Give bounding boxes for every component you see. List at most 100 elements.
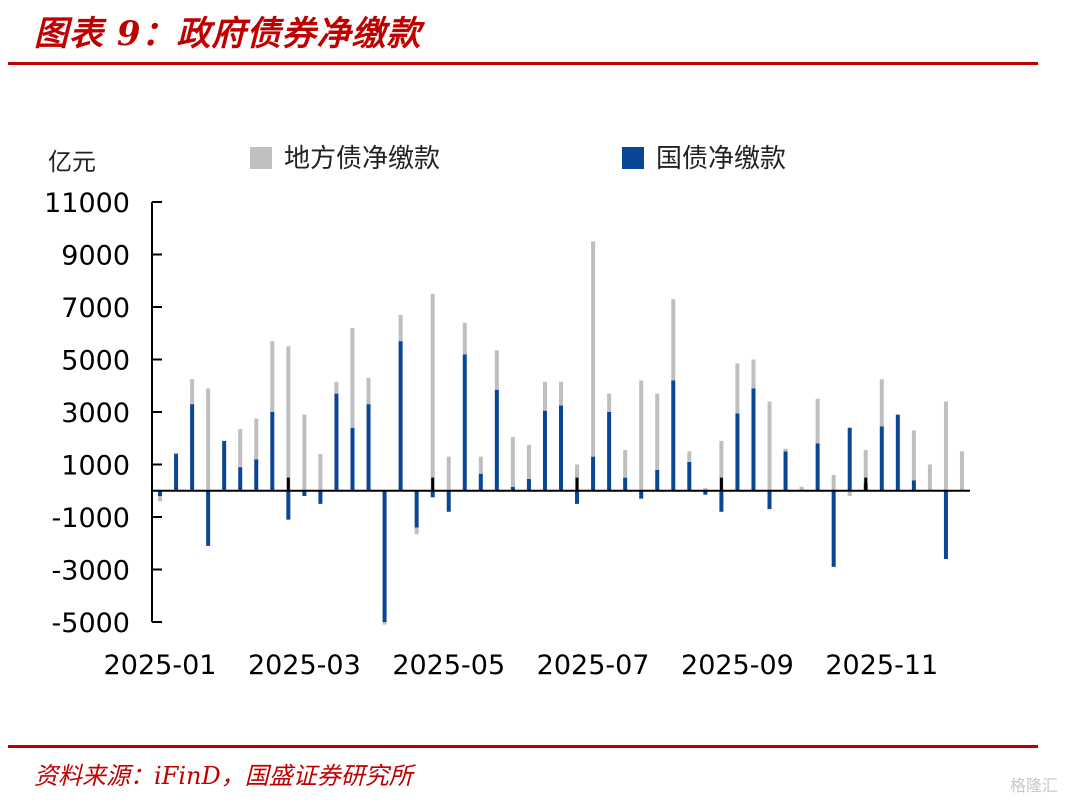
y-tick-label: 3000 bbox=[61, 398, 130, 429]
local-bond-bar bbox=[735, 363, 740, 414]
y-unit-label: 亿元 bbox=[48, 148, 96, 176]
local-bond-bar bbox=[799, 486, 804, 491]
treasury-bar bbox=[783, 451, 788, 491]
treasury-bar bbox=[350, 427, 355, 491]
treasury-bar bbox=[254, 459, 259, 491]
local-bond-bar bbox=[847, 490, 852, 496]
total-marker bbox=[575, 477, 579, 491]
local-bond-bar bbox=[350, 328, 355, 428]
legend-swatch bbox=[250, 147, 272, 169]
local-bond-bar bbox=[270, 341, 275, 412]
watermark-logo: 格隆汇 bbox=[1009, 776, 1058, 795]
treasury-bar bbox=[222, 440, 227, 491]
treasury-bar bbox=[366, 404, 371, 491]
x-tick-label: 2025-03 bbox=[248, 650, 361, 681]
y-tick-label: 1000 bbox=[61, 451, 130, 482]
local-bond-bar bbox=[206, 388, 211, 491]
x-tick-label: 2025-11 bbox=[825, 650, 938, 681]
y-tick-label: -5000 bbox=[52, 608, 130, 639]
local-bond-bar bbox=[398, 314, 403, 342]
local-bond-bar bbox=[767, 401, 772, 491]
local-bond-bar bbox=[623, 450, 628, 478]
treasury-bar bbox=[302, 490, 307, 496]
legend-label: 国债净缴款 bbox=[656, 144, 786, 174]
local-bond-bar bbox=[430, 293, 435, 491]
local-bond-bar bbox=[414, 527, 419, 535]
treasury-bar bbox=[895, 414, 900, 491]
treasury-bar bbox=[591, 456, 596, 491]
treasury-bar bbox=[382, 490, 387, 622]
local-bond-bar bbox=[879, 379, 884, 427]
legend-label: 地方债净缴款 bbox=[284, 144, 440, 174]
legend-swatch bbox=[622, 147, 644, 169]
treasury-bar bbox=[478, 473, 483, 491]
local-bond-bar bbox=[927, 464, 932, 491]
local-bond-bar bbox=[510, 436, 515, 487]
treasury-bar bbox=[270, 412, 275, 491]
treasury-bar bbox=[430, 490, 435, 498]
x-axis: 2025-01 2025-03 2025-05 2025-07 2025-09 2025-… bbox=[104, 489, 970, 681]
local-bond-bar bbox=[607, 393, 612, 412]
bar-series bbox=[158, 241, 964, 625]
treasury-bar bbox=[414, 490, 419, 528]
y-tick-label: -1000 bbox=[52, 503, 130, 534]
local-bond-bar bbox=[671, 299, 676, 381]
treasury-bar bbox=[190, 404, 195, 491]
total-marker bbox=[719, 477, 723, 491]
x-tick-label: 2025-09 bbox=[681, 650, 794, 681]
figure-title: 图表 9：政府债券净缴款 bbox=[34, 14, 422, 54]
y-tick-label: 11000 bbox=[44, 188, 130, 219]
x-tick-label: 2025-05 bbox=[392, 650, 505, 681]
x-tick-label: 2025-07 bbox=[537, 650, 650, 681]
local-bond-bar bbox=[462, 322, 467, 355]
treasury-bar bbox=[334, 393, 339, 491]
treasury-bar bbox=[943, 490, 948, 559]
local-bond-bar bbox=[286, 346, 291, 491]
local-bond-bar bbox=[382, 622, 387, 625]
title-rule bbox=[8, 62, 1038, 65]
total-marker bbox=[286, 477, 290, 491]
local-bond-bar bbox=[831, 475, 836, 491]
local-bond-bar bbox=[526, 444, 531, 479]
treasury-bar bbox=[911, 480, 916, 491]
local-bond-bar bbox=[719, 440, 724, 491]
treasury-bar bbox=[206, 490, 211, 546]
treasury-bar bbox=[751, 388, 756, 491]
treasury-bar bbox=[767, 490, 772, 510]
local-bond-bar bbox=[158, 496, 163, 502]
treasury-bar bbox=[639, 490, 644, 499]
local-bond-bar bbox=[943, 401, 948, 491]
local-bond-bar bbox=[302, 414, 307, 491]
treasury-bar bbox=[559, 405, 563, 491]
local-bond-bar bbox=[911, 430, 916, 481]
treasury-bar bbox=[462, 354, 467, 491]
local-bond-bar bbox=[494, 350, 499, 390]
local-bond-bar bbox=[334, 381, 339, 394]
treasury-bar bbox=[671, 380, 676, 491]
treasury-bar bbox=[494, 389, 499, 491]
chart-legend: 亿元 地方债净缴款 国债净缴款 bbox=[48, 144, 786, 176]
treasury-bar bbox=[510, 486, 515, 491]
local-bond-bar bbox=[174, 452, 179, 454]
total-marker bbox=[431, 477, 435, 491]
treasury-bar bbox=[831, 490, 836, 567]
y-tick-label: -3000 bbox=[52, 556, 130, 587]
treasury-bar bbox=[542, 410, 547, 491]
treasury-bar bbox=[815, 443, 820, 491]
local-bond-bar bbox=[655, 393, 660, 470]
local-bond-bar bbox=[478, 456, 483, 474]
bar-chart: 亿元 地方债净缴款 国债净缴款 11000 9000 7000 5000 3000 1000 -… bbox=[44, 144, 970, 681]
y-tick-label: 7000 bbox=[61, 293, 130, 324]
x-tick-label: 2025-01 bbox=[104, 650, 217, 681]
local-bond-bar bbox=[639, 380, 644, 491]
treasury-bar bbox=[687, 461, 692, 491]
treasury-bar bbox=[703, 490, 708, 495]
local-bond-bar bbox=[751, 359, 756, 389]
y-axis: 11000 9000 7000 5000 3000 1000 -1000 -3000 -5000 bbox=[44, 188, 162, 639]
treasury-bar bbox=[526, 478, 531, 491]
local-bond-bar bbox=[815, 398, 820, 444]
treasury-bar bbox=[607, 412, 612, 491]
local-bond-bar bbox=[703, 488, 708, 491]
treasury-bar bbox=[655, 469, 660, 491]
treasury-bar bbox=[879, 426, 884, 491]
